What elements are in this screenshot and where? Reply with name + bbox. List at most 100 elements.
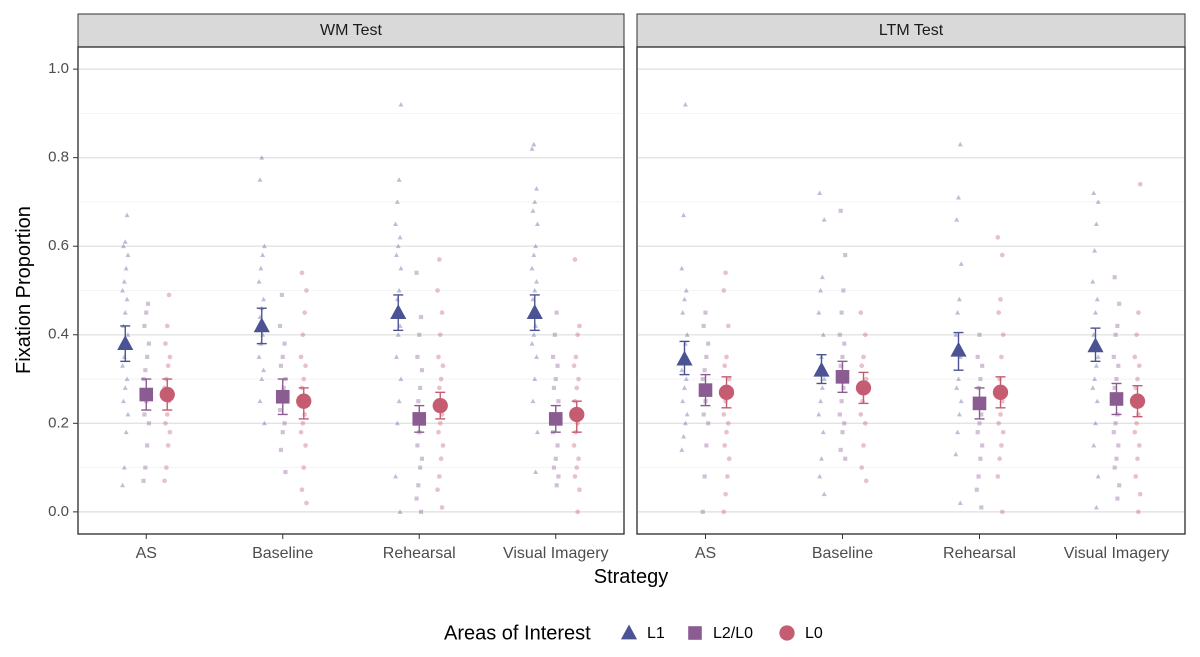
raw-point-l2-l0 (837, 412, 842, 417)
legend-label-l0: L0 (805, 625, 823, 642)
mean-point-l0 (992, 384, 1009, 400)
raw-point-l2-l0 (703, 310, 708, 315)
raw-point-l2-l0 (414, 496, 419, 501)
raw-point-l2-l0 (706, 341, 711, 346)
raw-point-l1 (532, 199, 538, 204)
raw-point-l1 (530, 398, 536, 404)
raw-point-l0 (577, 323, 582, 329)
raw-point-l1 (125, 252, 131, 258)
raw-point-l0 (1133, 474, 1139, 479)
raw-point-l0 (165, 443, 171, 448)
y-tick-label: 0.2 (48, 414, 69, 431)
raw-point-l1 (398, 265, 404, 271)
panel-ltm: LTM Test (636, 13, 1186, 535)
raw-point-l1 (1094, 398, 1100, 404)
raw-point-l1 (260, 252, 266, 258)
raw-point-l0 (1136, 443, 1142, 448)
raw-point-l2-l0 (1111, 354, 1116, 359)
raw-point-l0 (572, 474, 578, 479)
raw-point-l1 (821, 376, 827, 381)
raw-point-l1 (953, 332, 959, 337)
raw-point-l0 (438, 456, 444, 462)
legend-title: Areas of Interest (444, 622, 591, 644)
raw-point-l2-l0 (977, 332, 982, 337)
raw-point-l2-l0 (840, 354, 845, 359)
raw-point-l0 (722, 443, 728, 448)
raw-point-l1 (1093, 310, 1098, 315)
raw-point-l2-l0 (554, 483, 559, 488)
raw-point-l1 (1095, 473, 1101, 479)
raw-point-l0 (726, 456, 732, 462)
raw-point-l0 (859, 465, 865, 470)
raw-point-l2-l0 (556, 474, 561, 479)
raw-point-l1 (529, 146, 535, 151)
panel-wm: WM Test (77, 13, 625, 535)
raw-point-l1 (396, 287, 402, 293)
mean-point-l1 (676, 350, 693, 366)
raw-point-l0 (1134, 420, 1139, 426)
raw-point-l2-l0 (979, 412, 984, 417)
raw-point-l1 (1092, 376, 1098, 381)
raw-point-l0 (996, 310, 1002, 315)
raw-point-l0 (167, 429, 173, 435)
raw-point-l0 (1135, 376, 1140, 382)
raw-point-l1 (821, 491, 827, 497)
raw-point-l0 (439, 310, 445, 315)
raw-point-l0 (1132, 354, 1138, 360)
raw-point-l1 (393, 354, 399, 359)
raw-point-l2-l0 (704, 354, 709, 359)
raw-point-l0 (575, 509, 580, 515)
raw-point-l2-l0 (417, 332, 422, 337)
raw-point-l1 (820, 332, 826, 337)
raw-point-l2-l0 (706, 421, 711, 426)
raw-point-l1 (1092, 248, 1098, 253)
raw-point-l0 (301, 376, 307, 382)
mean-point-l0 (718, 384, 735, 400)
raw-point-l0 (862, 332, 868, 338)
raw-point-l0 (438, 376, 444, 382)
raw-point-l1 (259, 155, 265, 160)
raw-point-l0 (298, 354, 304, 360)
raw-point-l1 (120, 398, 126, 404)
raw-point-l0 (725, 474, 730, 479)
raw-point-l1 (125, 332, 131, 337)
legend: Areas of Interest L1 L2/L0 L0 (444, 622, 823, 644)
raw-point-l1 (679, 447, 685, 452)
raw-point-l2-l0 (418, 314, 424, 320)
y-tick-label: 0.4 (48, 326, 69, 343)
raw-point-l2-l0 (416, 399, 421, 404)
raw-point-l1 (681, 212, 687, 218)
raw-point-l2-l0 (843, 253, 848, 258)
raw-point-l1 (394, 199, 400, 204)
raw-point-l0 (724, 429, 729, 435)
raw-point-l1 (531, 141, 537, 147)
raw-point-l2-l0 (1116, 443, 1121, 448)
mean-point-l1 (253, 317, 270, 333)
raw-point-l1 (1090, 279, 1096, 284)
mean-point-l0 (432, 397, 448, 414)
raw-point-l2-l0 (553, 456, 558, 461)
x-axis-title: Strategy (594, 566, 668, 588)
raw-point-l2-l0 (556, 399, 561, 404)
raw-point-l2-l0 (976, 474, 981, 479)
raw-point-l1 (261, 296, 267, 302)
raw-point-l2-l0 (838, 447, 843, 452)
raw-point-l0 (164, 412, 170, 417)
raw-point-l1 (122, 385, 128, 390)
raw-point-l1 (534, 354, 540, 359)
raw-point-l0 (162, 478, 167, 484)
x-tick-label-rehearsal: Rehearsal (383, 545, 456, 562)
x-axis-wm: AS Baseline Rehearsal Visual Imagery (136, 534, 609, 562)
raw-point-l0 (436, 354, 441, 360)
legend-key-l0 (779, 625, 795, 641)
raw-point-l2-l0 (277, 323, 283, 328)
raw-point-l2-l0 (978, 456, 983, 461)
raw-point-l2-l0 (553, 376, 558, 382)
marks-wm (117, 101, 585, 515)
raw-point-l2-l0 (418, 385, 423, 390)
raw-point-l0 (999, 354, 1004, 360)
raw-point-l2-l0 (700, 376, 705, 382)
raw-point-l2-l0 (1116, 363, 1121, 368)
raw-point-l1 (532, 287, 538, 293)
